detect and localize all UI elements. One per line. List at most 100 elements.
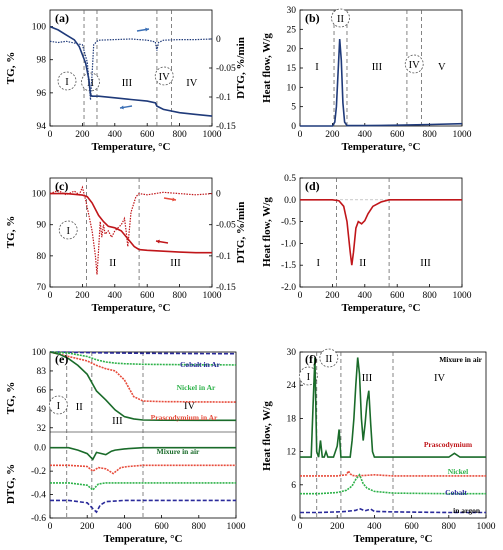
region-label: III	[362, 373, 373, 384]
panel-e-legend: Cobalt in Ar Nickel in Ar Prascodymium in …	[151, 360, 221, 456]
series-line	[49, 351, 236, 422]
y-axis-title: TG, %	[5, 52, 17, 84]
x-axis-title: Temperature, °C	[104, 533, 183, 545]
region-label: I	[316, 258, 320, 269]
x-tick-label: 400	[108, 291, 123, 301]
arrow-head	[156, 239, 160, 244]
x-tick-label: 400	[367, 522, 382, 532]
x-tick-label: 400	[358, 130, 373, 140]
x-tick-label: 0	[298, 130, 303, 140]
panel-label: (a)	[55, 11, 69, 25]
x-tick-label: 1000	[477, 522, 496, 532]
x-tick-label: 800	[422, 130, 437, 140]
y2-tick-label: -0.1	[216, 93, 231, 103]
y2-tick-label: -0.05	[216, 221, 236, 231]
x-tick-label: 0	[48, 130, 53, 140]
x-axis-title: Temperature, °C	[92, 141, 171, 153]
x-tick-label: 600	[390, 291, 405, 301]
series-line	[300, 38, 463, 127]
x-tick-label: 200	[325, 130, 340, 140]
annotation: Mixure in air	[439, 355, 482, 364]
y-tick-label: -1.5	[281, 261, 296, 271]
y-tick-label: 49	[37, 405, 47, 415]
x-tick-label: 0	[48, 522, 53, 532]
y-tick-label: 100	[32, 190, 47, 200]
y2-tick-label: 0	[216, 190, 221, 200]
region-label: III	[112, 416, 123, 427]
y-tick-label: 0.0	[284, 196, 296, 206]
panel-f: 0 200 400 600 800 1000 Temperature, °C 0 6 12 18 24…	[261, 348, 496, 545]
region-label: III	[372, 62, 383, 73]
series-line	[50, 192, 212, 254]
region-label: I	[315, 62, 319, 73]
series-line	[49, 351, 237, 355]
y2-tick-label: -0.4	[31, 491, 46, 501]
series-line	[300, 469, 486, 477]
y2-tick-label: 0	[216, 35, 221, 45]
x-tick-label: 600	[140, 130, 155, 140]
series-label: Cobalt in Ar	[180, 360, 221, 369]
x-tick-label: 800	[422, 291, 437, 301]
y-tick-label: 66	[37, 386, 47, 396]
x-tick-label: 1000	[203, 291, 222, 301]
annotation: in argon	[453, 506, 481, 515]
region-circle	[154, 66, 174, 86]
y-tick-label: -0.5	[281, 218, 296, 228]
series-arrows	[119, 27, 177, 244]
region-label: I	[66, 226, 70, 237]
x-tick-label: 600	[154, 522, 169, 532]
panel-label: (d)	[305, 179, 320, 193]
series-line	[49, 25, 213, 117]
region-label: II	[87, 78, 94, 89]
region-label: V	[438, 62, 446, 73]
y-tick-label: 6	[291, 481, 296, 491]
region-circle	[48, 395, 68, 415]
y-axis-title: Heat flow, W/g	[261, 401, 273, 471]
region-label: I	[65, 77, 69, 88]
x-tick-label: 1000	[203, 130, 222, 140]
y-tick-label: 15	[287, 64, 297, 74]
y2-tick-label: 0.0	[34, 444, 46, 454]
x-tick-label: 800	[442, 522, 457, 532]
y-tick-label: 18	[287, 414, 297, 424]
plot-frame	[49, 9, 213, 127]
x-axis-title: Temperature, °C	[342, 302, 421, 314]
annotation: Cobalt	[445, 488, 467, 497]
region-circle	[331, 8, 350, 28]
region-label: I	[307, 372, 311, 383]
series-line	[300, 507, 486, 514]
x-tick-label: 600	[140, 291, 155, 301]
series-line	[50, 446, 236, 461]
y-tick-label: 0.5	[284, 174, 296, 184]
region-label: III	[420, 258, 431, 269]
region-label: II	[325, 354, 332, 365]
series-line	[49, 38, 213, 100]
y-tick-label: 70	[37, 283, 47, 293]
region-label: II	[337, 14, 344, 25]
plot-frame	[49, 177, 213, 288]
region-circle	[58, 220, 78, 240]
y-tick-label: 30	[287, 6, 297, 16]
y2-tick-label: -0.05	[216, 64, 236, 74]
region-circle	[57, 71, 77, 91]
x-tick-label: 200	[75, 291, 90, 301]
region-label: III	[170, 258, 181, 269]
region-label: IV	[186, 78, 197, 89]
y-tick-label: 24	[287, 381, 297, 391]
y-tick-label: 10	[287, 83, 297, 93]
x-tick-label: 600	[404, 522, 419, 532]
y-axis-title: Heat flow, W/g	[261, 197, 273, 267]
plot-frame	[299, 177, 463, 288]
panel-b: 0 200 400 600 800 1000 Temperature, °C 0 5 10 15 20…	[261, 6, 472, 153]
y-tick-label: 0	[291, 514, 296, 524]
series-line	[50, 499, 236, 514]
region-circle	[404, 54, 424, 74]
panel-e: 0 200 400 600 800 1000 Temperature, °C 32 49 66 83…	[5, 348, 246, 545]
region-label: II	[109, 258, 116, 269]
y-tick-label: 32	[37, 424, 47, 434]
y-axis-title: TG, %	[5, 216, 17, 248]
region-label: II	[359, 258, 366, 269]
panel-f-annotations: Mixure in air Prascodymium Nickel Cobalt in …	[424, 355, 483, 515]
